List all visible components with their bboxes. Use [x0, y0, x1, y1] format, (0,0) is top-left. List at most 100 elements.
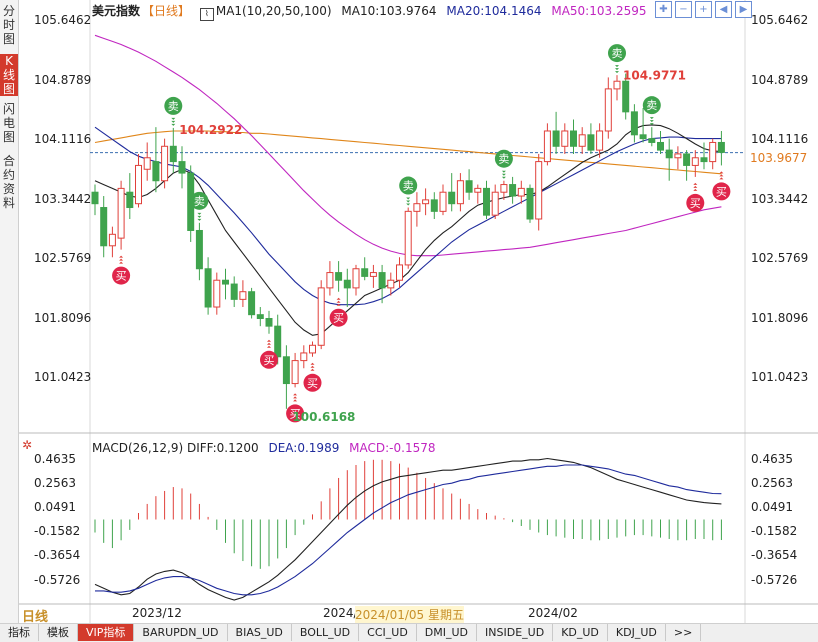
period-selector[interactable]: 日线 — [22, 610, 49, 625]
buy-arrow — [119, 255, 124, 258]
candle-body — [100, 207, 108, 247]
candle-body — [108, 233, 116, 247]
chart-type-icon[interactable]: ⌇ — [199, 8, 214, 21]
candle-body — [596, 130, 604, 151]
more-tabs-button[interactable]: >> — [666, 624, 702, 641]
indicator-tab[interactable]: INSIDE_UD — [477, 624, 554, 641]
candle-body — [169, 145, 177, 163]
candle-body — [570, 130, 577, 147]
macd-settings-icon[interactable]: ✲ — [22, 438, 33, 452]
candle-body — [291, 360, 299, 385]
macd-value: MACD:-0.1578 — [349, 441, 436, 455]
candle-body — [300, 352, 308, 362]
macd-diff: DIFF:0.1200 — [186, 441, 259, 455]
instrument-name: 美元指数 — [92, 4, 141, 18]
sell-signal-label: 卖 — [646, 99, 657, 112]
candle-body — [135, 164, 142, 205]
candle-body — [222, 279, 229, 285]
candle-body — [657, 141, 664, 151]
buy-arrow — [310, 365, 315, 368]
buy-arrow — [293, 399, 298, 402]
sell-signal-badge — [608, 44, 626, 63]
candle-body — [369, 272, 377, 277]
indicator-tab[interactable]: KDJ_UD — [608, 624, 666, 641]
ma-settings[interactable]: MA1(10,20,50,100) — [215, 4, 332, 18]
candle-body — [352, 268, 360, 289]
candle-body — [526, 187, 534, 220]
buy-arrow — [293, 393, 298, 396]
tab-kline[interactable]: K线图 — [0, 54, 18, 96]
candle-body — [552, 130, 560, 147]
macd-dea: DEA:0.1989 — [268, 441, 340, 455]
candle-body — [700, 157, 708, 163]
price-label-right: 104.8789 — [751, 73, 809, 87]
buy-arrow — [719, 171, 724, 174]
zoom-out-icon[interactable]: − — [675, 1, 692, 18]
buy-arrow — [693, 188, 698, 191]
indicator-tab[interactable]: BARUPDN_UD — [134, 624, 228, 641]
sell-arrow — [615, 68, 619, 71]
candle-body — [256, 314, 264, 319]
indicator-tab[interactable]: BOLL_UD — [292, 624, 360, 641]
tab-contract-info[interactable]: 合约资料 — [2, 154, 15, 210]
side-tab-bar: 分时图 K线图 闪电图 合约资料 — [0, 0, 19, 623]
buy-arrow — [310, 368, 315, 371]
period-tag[interactable]: 【日线】 — [142, 4, 191, 18]
indicator-tab[interactable]: 指标 — [0, 624, 39, 641]
sell-arrow — [615, 65, 619, 68]
buy-signal-badge — [329, 308, 348, 327]
candle-body — [143, 157, 151, 170]
sell-signal-badge — [164, 96, 183, 115]
tab-flash-chart[interactable]: 闪电图 — [2, 102, 15, 144]
indicator-tab-vip[interactable]: VIP指标 — [78, 624, 135, 641]
candle-body — [282, 356, 290, 385]
candle-body — [630, 111, 638, 136]
sell-signal-badge — [642, 96, 661, 115]
buy-arrow — [336, 297, 341, 300]
indicator-tab[interactable]: 模板 — [39, 624, 78, 641]
candle-body — [543, 130, 551, 163]
candle-body — [396, 264, 403, 281]
sell-arrow — [501, 170, 506, 173]
buy-signal-label: 买 — [716, 185, 727, 198]
candle-body — [613, 80, 621, 90]
candle-body — [204, 268, 212, 308]
sell-signal-label: 卖 — [194, 195, 205, 208]
price-label-right: 103.3442 — [751, 192, 809, 206]
macd-label-right: 0.2563 — [751, 476, 793, 490]
macd-label-right: 0.4635 — [751, 452, 793, 466]
tab-timeshare[interactable]: 分时图 — [2, 4, 15, 46]
candle-body — [152, 161, 160, 182]
candle-body — [648, 138, 656, 143]
buy-arrow — [693, 182, 698, 185]
candle-body — [178, 161, 186, 174]
sell-arrow — [501, 176, 506, 179]
sell-arrow — [649, 117, 654, 120]
macd-dea-line — [95, 464, 722, 596]
price-label-left: 101.0423 — [34, 370, 92, 384]
candle-body — [483, 187, 490, 216]
ma50-value: MA50:103.2595 — [551, 4, 647, 18]
price-label-right: 102.5769 — [751, 251, 809, 265]
crosshair-icon[interactable]: ✚ — [655, 1, 672, 18]
candle-body — [161, 145, 169, 182]
macd-legend: MACD(26,12,9) DIFF:0.1200 DEA:0.1989 MAC… — [92, 441, 442, 455]
macd-label-right: -0.1582 — [751, 524, 798, 538]
sell-arrow — [171, 123, 176, 126]
zoom-in-icon[interactable]: + — [695, 1, 712, 18]
sell-arrow — [171, 120, 176, 123]
candle-body — [387, 279, 395, 289]
scroll-right-icon[interactable]: ▶ — [735, 1, 752, 18]
indicator-tab[interactable]: DMI_UD — [417, 624, 478, 641]
macd-label-left: -0.5726 — [34, 573, 81, 587]
candle-body — [378, 272, 386, 289]
indicator-tab[interactable]: KD_UD — [553, 624, 608, 641]
indicator-tab[interactable]: CCI_UD — [359, 624, 417, 641]
buy-arrow — [293, 396, 298, 399]
sell-signal-label: 卖 — [168, 100, 179, 113]
indicator-tab[interactable]: BIAS_UD — [228, 624, 292, 641]
ma-legend: 美元指数 【日线】 ⌇ MA1(10,20,50,100) MA10:103.976… — [92, 2, 672, 21]
scroll-left-icon[interactable]: ◀ — [715, 1, 732, 18]
candle-body — [674, 153, 682, 159]
